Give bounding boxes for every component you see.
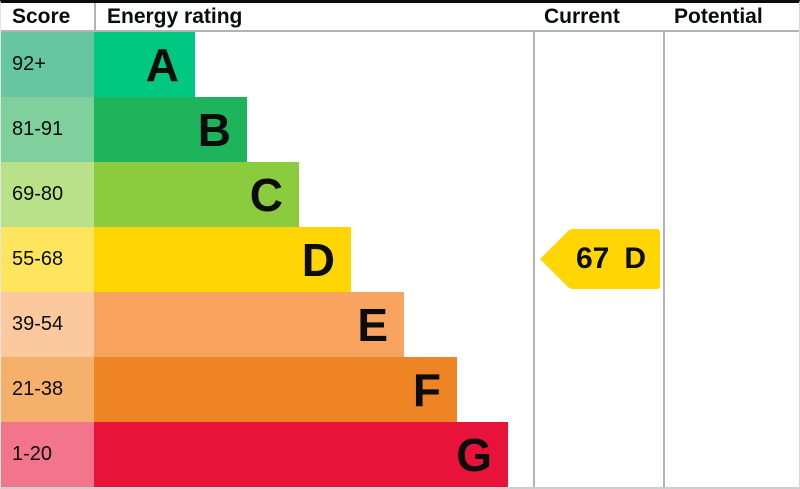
band-a-track: A — [94, 32, 533, 97]
current-rating-value: 67 — [575, 242, 610, 275]
band-d-track: D — [94, 227, 533, 292]
current-column: 67 D — [533, 32, 663, 487]
band-c-score: 69-80 — [1, 162, 94, 227]
band-b-score: 81-91 — [1, 97, 94, 162]
band-b-bar: B — [94, 97, 247, 162]
band-g-track: G — [94, 422, 533, 487]
band-b-letter: B — [197, 103, 231, 156]
band-g-letter: G — [456, 428, 492, 481]
band-d-bar: D — [94, 227, 351, 292]
band-c-track: C — [94, 162, 533, 227]
band-g-score: 1-20 — [1, 422, 94, 487]
band-a-letter: A — [145, 38, 179, 91]
band-c-bar: C — [94, 162, 299, 227]
current-rating-arrow: 67 D — [540, 229, 660, 289]
current-column-header: Current — [533, 3, 663, 32]
potential-column-header: Potential — [663, 3, 799, 32]
score-column-header: Score — [1, 3, 94, 32]
energy-rating-column-header: Energy rating — [94, 3, 533, 32]
potential-column — [663, 32, 799, 487]
band-d-letter: D — [301, 233, 335, 286]
band-a-score: 92+ — [1, 32, 94, 97]
band-f-track: F — [94, 357, 533, 422]
band-b-track: B — [94, 97, 533, 162]
band-d-score: 55-68 — [1, 227, 94, 292]
band-e-track: E — [94, 292, 533, 357]
band-e-score: 39-54 — [1, 292, 94, 357]
band-c-letter: C — [249, 168, 283, 221]
band-a-bar: A — [94, 32, 195, 97]
band-g-bar: G — [94, 422, 508, 487]
current-rating-band: D — [624, 242, 647, 275]
band-e-letter: E — [357, 298, 388, 351]
band-f-bar: F — [94, 357, 457, 422]
band-e-bar: E — [94, 292, 404, 357]
band-f-score: 21-38 — [1, 357, 94, 422]
band-f-letter: F — [412, 363, 441, 416]
